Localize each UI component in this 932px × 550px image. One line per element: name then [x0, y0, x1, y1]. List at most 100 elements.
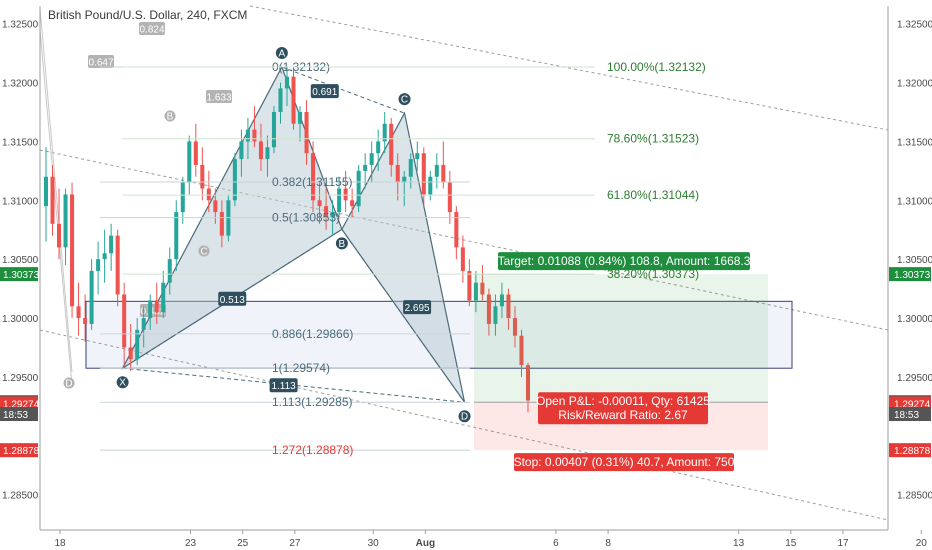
y-tick-right: 1.30500 — [897, 255, 932, 266]
harmonic-point-label-c: C — [401, 95, 408, 106]
fib-level-label: 61.80%(1.31044) — [607, 188, 699, 202]
ghost-line — [39, 29, 73, 386]
candle-body — [363, 164, 368, 171]
y-tick-right: 1.32000 — [897, 79, 932, 90]
harmonic-ratio-label: 0.886(1.29866) — [272, 327, 353, 341]
candle-body — [402, 176, 407, 183]
candle-body — [376, 141, 381, 154]
price-tag-left-label: 1.30373 — [3, 270, 40, 281]
candle-body — [434, 164, 439, 177]
ratio-line-ac — [281, 66, 405, 114]
candle-body — [174, 212, 179, 260]
harmonic-point-label-x: X — [119, 378, 126, 389]
y-tick-left: 1.28500 — [2, 491, 39, 502]
candle-body — [96, 259, 101, 271]
fib-level-label: 78.60%(1.31523) — [607, 132, 699, 146]
price-tag-right-label: 18:53 — [894, 410, 919, 421]
ratio-line-bd — [341, 229, 465, 403]
candle-body — [180, 182, 185, 213]
candle-body — [473, 282, 478, 301]
candle-body — [50, 176, 55, 224]
candle-body — [206, 188, 211, 201]
candle-body — [343, 188, 348, 201]
candle-body — [278, 88, 283, 112]
candle-body — [447, 182, 452, 213]
x-tick-label: Aug — [416, 538, 435, 549]
candle-body — [337, 188, 342, 213]
y-tick-left: 1.29500 — [2, 373, 39, 384]
candle-body — [109, 235, 114, 254]
candle-body — [389, 123, 394, 165]
ratio-badge — [218, 291, 247, 306]
fib-levels: 0(1.32132)0.382(1.31155)0.5(1.30853)0.88… — [100, 60, 706, 457]
ratio-badge-label: 1.113 — [271, 381, 296, 392]
candle-body — [135, 329, 140, 360]
candle-body — [167, 259, 172, 283]
ghost-point-label: C — [200, 247, 207, 258]
harmonic-point-label-b: B — [339, 239, 346, 250]
harmonic-point-marker — [335, 237, 348, 250]
y-tick-right: 1.31000 — [897, 196, 932, 207]
y-tick-left: 1.31500 — [2, 137, 39, 148]
candle-body — [102, 253, 107, 260]
ghost-line — [39, 7, 73, 373]
x-tick-label: 20 — [916, 538, 928, 549]
ghost-point-label: D — [65, 379, 72, 390]
risk-reward-label: Risk/Reward Ratio: 2.67 — [558, 408, 688, 422]
candle-body — [148, 300, 153, 319]
candle-body — [141, 318, 146, 330]
candle-body — [239, 141, 244, 160]
ratio-badge-label: 0.691 — [312, 87, 337, 98]
x-tick-label: 6 — [553, 538, 559, 549]
candle-body — [486, 294, 491, 324]
position-tool: Target: 0.01088 (0.84%) 108.8, Amount: 1… — [474, 252, 768, 472]
candle-body — [356, 170, 361, 207]
candle-body — [499, 294, 504, 307]
price-tag-right — [889, 407, 931, 422]
x-tick-label: 18 — [54, 538, 66, 549]
price-tag-right — [889, 267, 931, 282]
candle-body — [265, 147, 270, 160]
candle-body — [317, 200, 322, 207]
candlestick-series — [43, 67, 531, 413]
candle-body — [70, 194, 75, 307]
y-tick-left: 1.32500 — [2, 20, 39, 31]
harmonic-point-label-d: D — [461, 412, 468, 423]
candle-body — [115, 235, 120, 295]
ghost-point-marker — [63, 377, 75, 389]
target-zone — [474, 274, 768, 403]
y-tick-left: 1.31000 — [2, 196, 39, 207]
zone-rect — [85, 300, 793, 369]
ghost-point-marker — [164, 110, 176, 122]
candle-body — [213, 200, 218, 213]
ratio-badge-label: 0.513 — [220, 295, 245, 306]
price-tag-left-label: 18:53 — [3, 410, 28, 421]
ghost-ratio-badge — [140, 304, 166, 317]
target-label-box — [498, 252, 750, 271]
candle-body — [219, 212, 224, 236]
candle-body — [408, 159, 413, 177]
candle-body — [415, 153, 420, 160]
ghost-ratio-badge — [206, 90, 232, 103]
price-tag-left-label: 1.29274 — [3, 400, 40, 411]
x-tick-label: 25 — [237, 538, 249, 549]
candle-body — [369, 153, 374, 165]
candle-body — [122, 294, 127, 348]
candle-body — [324, 206, 329, 218]
target-label: Target: 0.01088 (0.84%) 108.8, Amount: 1… — [498, 254, 751, 268]
ratio-badge — [403, 300, 432, 315]
price-tag-left — [0, 407, 38, 422]
candle-body — [454, 212, 459, 248]
trend-line — [249, 5, 889, 131]
candle-body — [271, 111, 276, 148]
candle-body — [161, 282, 166, 313]
candle-body — [519, 335, 524, 366]
x-tick-label: 15 — [785, 538, 797, 549]
harmonic-ratio-label: 1(1.29574) — [272, 361, 330, 375]
harmonic-ratio-label: 1.113(1.29285) — [272, 395, 353, 409]
ghost-ratio-label: 0.432 — [140, 307, 165, 318]
ratio-badge — [310, 84, 339, 99]
price-tag-left — [0, 267, 38, 282]
